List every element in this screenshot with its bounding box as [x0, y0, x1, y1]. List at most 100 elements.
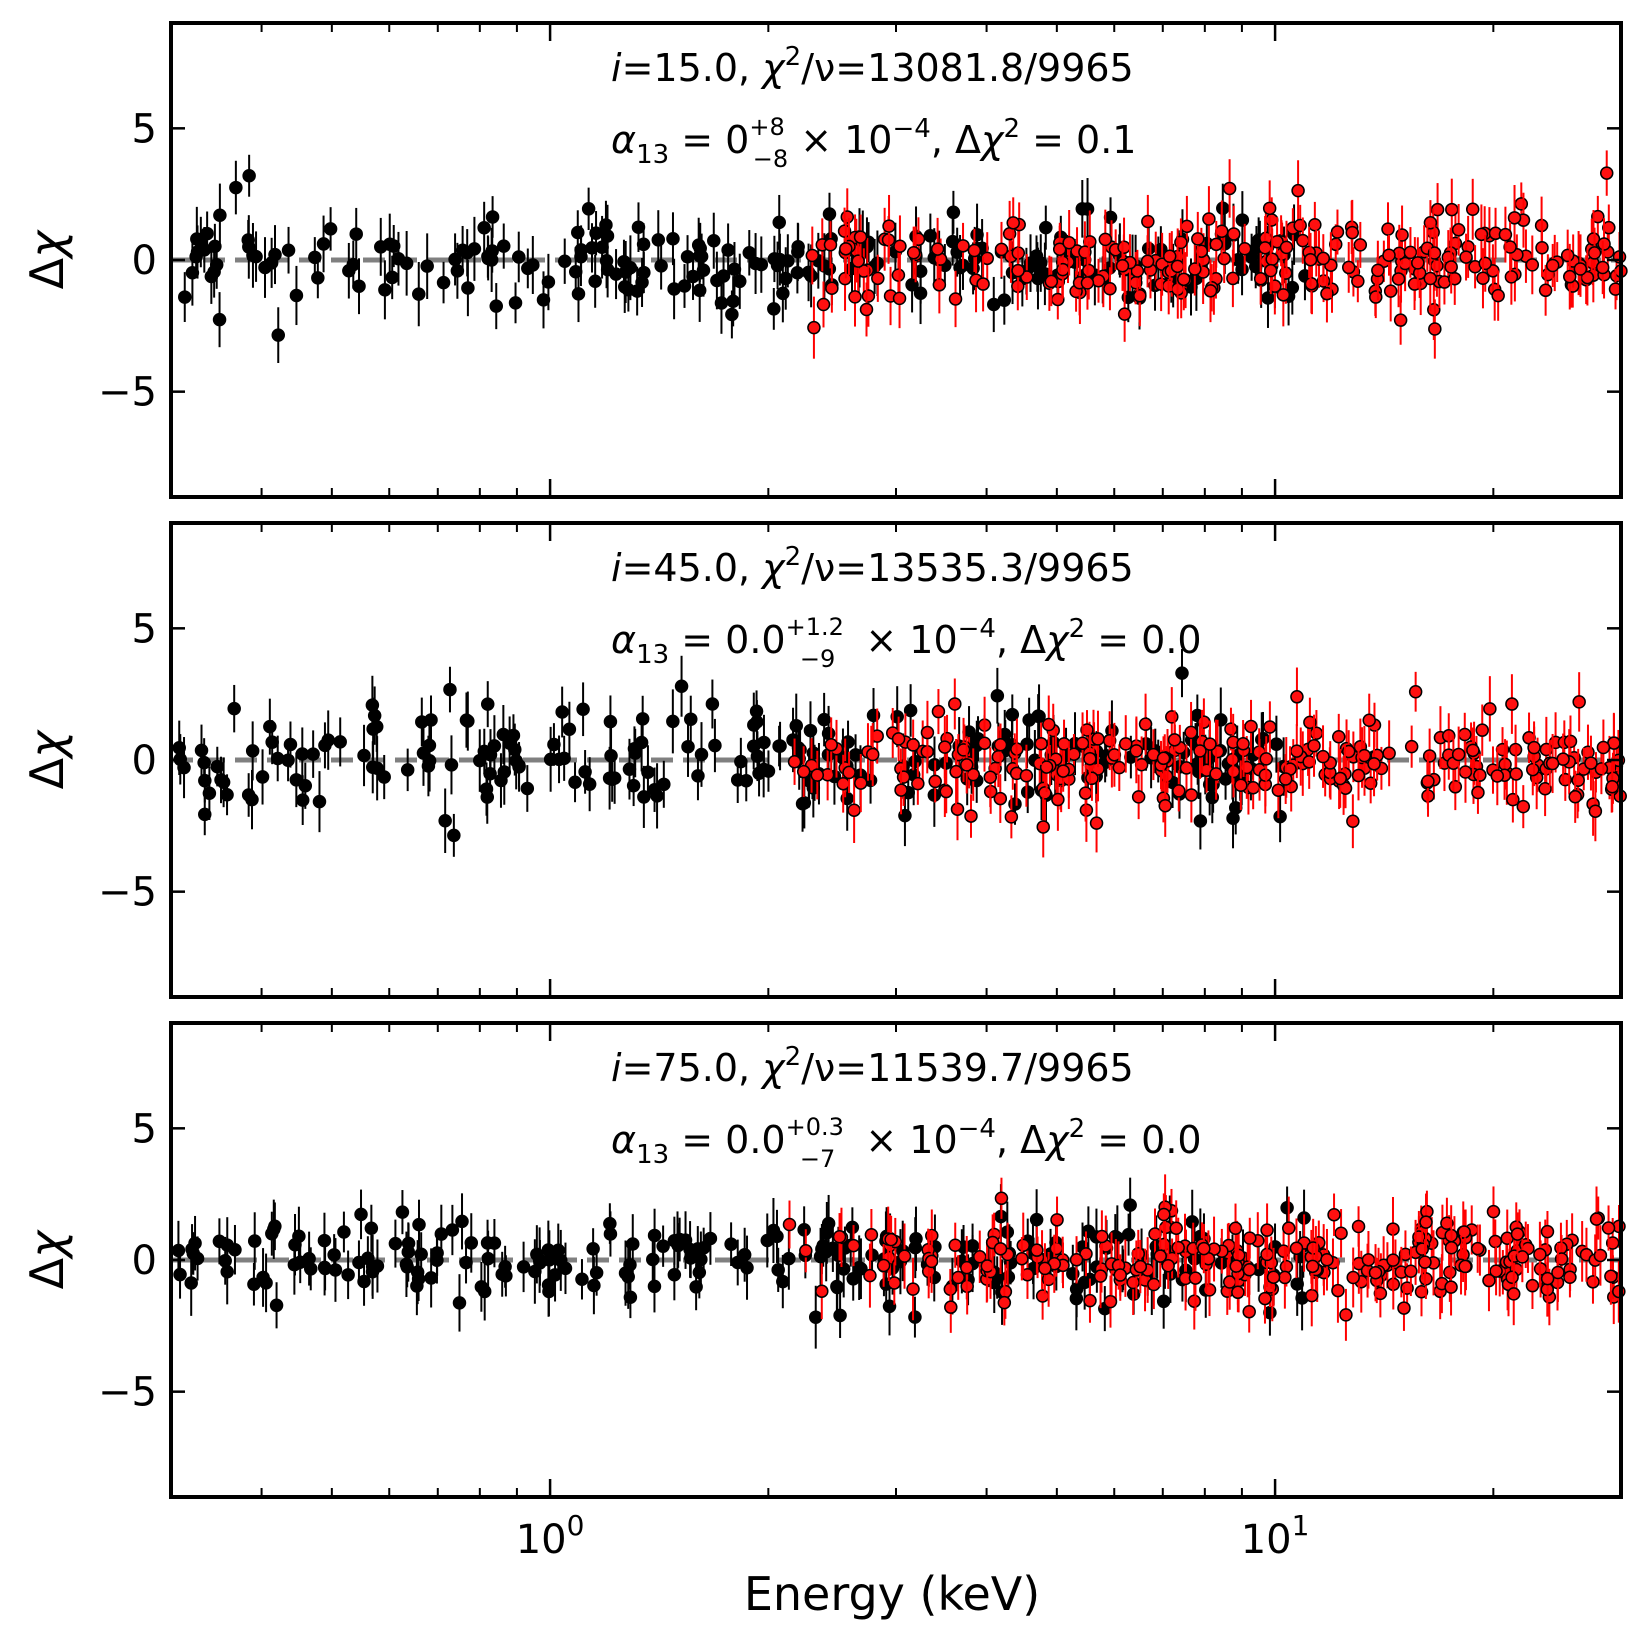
y-tick-label: −5: [98, 370, 157, 416]
data-point: [906, 1282, 920, 1296]
data-point: [767, 252, 782, 266]
data-point: [202, 786, 217, 800]
data-point: [651, 233, 666, 247]
panel-annotation-line2: α13 = 0.0+0.3 −7 × 10−4, Δχ2 = 0.0: [611, 1113, 1202, 1173]
data-point: [799, 1244, 813, 1258]
data-point: [822, 207, 837, 221]
data-point: [742, 246, 757, 260]
data-point: [1079, 1247, 1093, 1261]
data-point: [1386, 1253, 1400, 1267]
panel-annotation-line2: α13 = 0+8 −8 × 10−4, Δχ2 = 0.1: [611, 113, 1136, 173]
data-point: [1368, 1265, 1383, 1280]
data-point: [983, 770, 998, 784]
data-point: [1320, 1253, 1334, 1267]
data-point: [911, 776, 925, 791]
data-point: [271, 328, 286, 342]
data-point: [1083, 751, 1097, 766]
data-point: [1612, 1284, 1626, 1299]
data-point: [1563, 269, 1577, 284]
data-point: [863, 1268, 877, 1283]
data-point: [1075, 736, 1090, 751]
data-point: [1188, 1271, 1203, 1285]
data-point: [557, 751, 571, 766]
data-point: [1476, 271, 1490, 285]
data-point: [618, 1266, 633, 1280]
data-point: [283, 737, 298, 752]
data-point: [1393, 313, 1408, 327]
data-point: [993, 738, 1008, 752]
data-point: [1062, 235, 1076, 250]
data-point: [976, 277, 990, 291]
data-point: [1259, 752, 1274, 766]
data-point: [1057, 737, 1071, 751]
data-point: [1571, 773, 1585, 787]
data-point: [1580, 270, 1595, 285]
data-point: [337, 1225, 351, 1239]
panel-annotation-line1: i=15.0, χ2/ν=13081.8/9965: [611, 42, 1134, 90]
data-point: [1514, 197, 1529, 211]
data-point: [1535, 241, 1549, 255]
y-tick-label: 5: [132, 1106, 157, 1152]
data-point: [1346, 814, 1360, 828]
data-point: [1451, 747, 1466, 762]
data-point: [1551, 1265, 1565, 1280]
data-point: [1015, 1251, 1029, 1266]
data-point: [1458, 1259, 1472, 1274]
data-point: [599, 218, 613, 232]
data-point: [1091, 274, 1106, 288]
data-point: [980, 251, 994, 266]
data-point: [1184, 725, 1198, 740]
data-point: [1290, 690, 1304, 704]
data-point: [1261, 291, 1275, 305]
data-point: [737, 1247, 752, 1262]
data-point: [896, 770, 911, 784]
data-point: [1482, 1273, 1496, 1288]
data-point: [302, 1251, 316, 1266]
data-point: [1572, 695, 1586, 709]
data-point: [1419, 1215, 1433, 1229]
data-point: [436, 275, 451, 290]
data-point: [1224, 722, 1238, 736]
data-point: [1483, 702, 1497, 716]
data-point: [1069, 1291, 1084, 1306]
data-point: [1263, 720, 1277, 734]
data-point: [1599, 166, 1614, 180]
data-point: [1404, 1264, 1418, 1279]
data-point: [461, 281, 475, 295]
data-point: [461, 714, 475, 728]
data-point: [903, 703, 918, 718]
data-point: [832, 1229, 847, 1244]
data-point: [707, 233, 721, 248]
data-point: [864, 1228, 879, 1242]
data-point: [213, 208, 227, 223]
data-point: [1588, 804, 1603, 818]
data-point: [521, 261, 535, 276]
data-point: [480, 697, 495, 711]
data-point: [1291, 183, 1305, 198]
data-point: [1052, 242, 1067, 256]
data-point: [810, 768, 825, 782]
data-point: [1526, 762, 1540, 777]
data-point: [674, 679, 689, 694]
data-point: [1030, 1243, 1044, 1257]
data-point: [724, 1237, 738, 1251]
data-point: [1382, 746, 1396, 761]
data-point: [1489, 1264, 1503, 1278]
data-point: [1327, 1207, 1341, 1222]
data-point: [956, 743, 971, 757]
data-point: [568, 775, 582, 790]
data-point: [1445, 202, 1459, 217]
data-point: [1020, 785, 1035, 799]
data-point: [1443, 1265, 1457, 1280]
data-point: [171, 1243, 186, 1258]
data-point: [1187, 1294, 1202, 1308]
data-point: [851, 254, 865, 268]
data-point: [791, 240, 805, 254]
data-point: [1231, 1285, 1245, 1300]
data-point: [1440, 1216, 1454, 1231]
data-point: [1395, 228, 1409, 242]
data-point: [536, 293, 551, 307]
data-point: [1316, 251, 1331, 266]
data-point: [805, 248, 820, 263]
data-point: [318, 1261, 332, 1276]
